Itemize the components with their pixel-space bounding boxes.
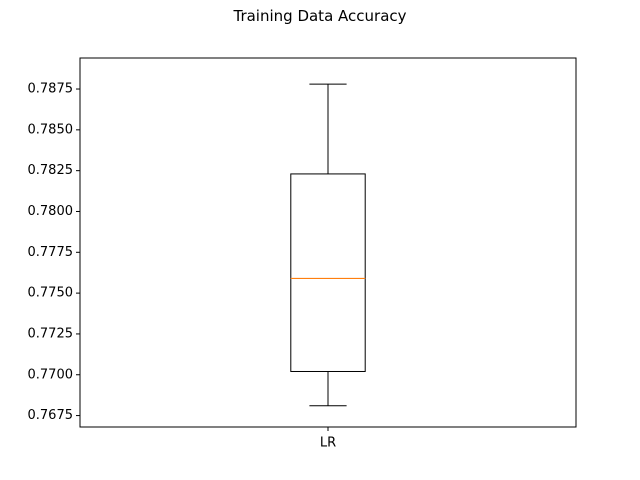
y-tick-label: 0.7850 <box>28 122 74 137</box>
y-tick-label: 0.7875 <box>28 82 74 97</box>
x-tick-label: LR <box>320 436 336 451</box>
y-tick-label: 0.7800 <box>28 204 74 219</box>
y-tick-label: 0.7675 <box>28 408 74 423</box>
box-series <box>290 83 366 407</box>
iqr-box <box>290 173 366 372</box>
y-tick-label: 0.7750 <box>28 286 74 301</box>
y-tick-label: 0.7725 <box>28 326 74 341</box>
x-axis: LR <box>320 427 336 451</box>
chart-title: Training Data Accuracy <box>233 7 407 25</box>
y-tick-label: 0.7700 <box>28 367 74 382</box>
y-axis: 0.7675 0.7700 0.7725 0.7750 0.7775 0.7800 0.78… <box>28 82 80 423</box>
y-tick-label: 0.7825 <box>28 163 74 178</box>
y-tick-label: 0.7775 <box>28 245 74 260</box>
